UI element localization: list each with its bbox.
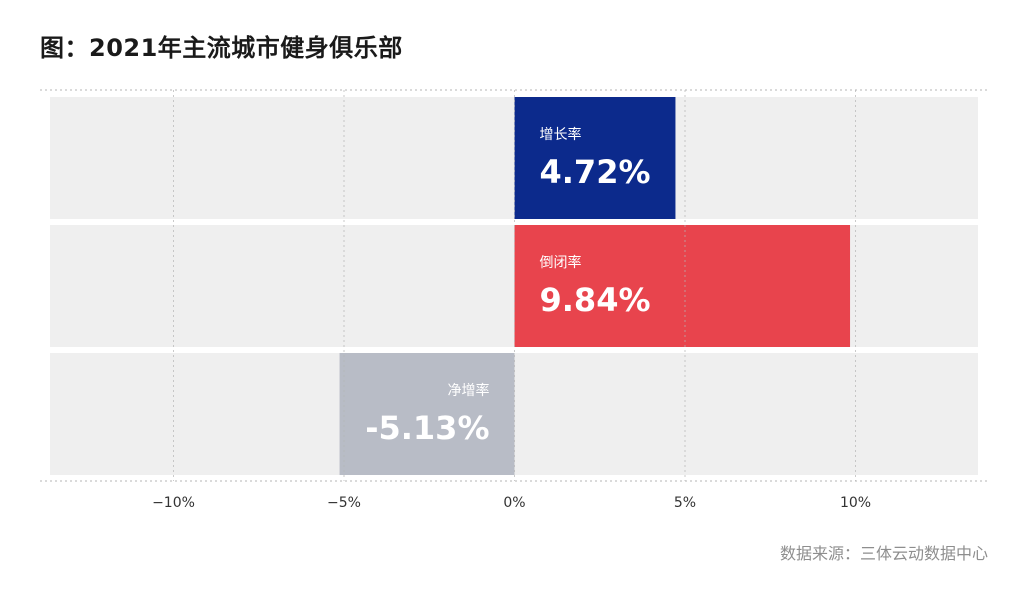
chart-title: 图：2021年主流城市健身俱乐部 — [40, 34, 403, 62]
x-tick-label: −5% — [327, 495, 361, 511]
x-tick-label: 0% — [503, 495, 525, 511]
bar-1 — [514, 97, 676, 219]
bar-category-label: 增长率 — [540, 126, 582, 143]
bar-2 — [514, 225, 851, 347]
data-source-note: 数据来源：三体云动数据中心 — [779, 544, 988, 563]
bar-category-label: 倒闭率 — [540, 254, 582, 271]
bar-category-label: 净增率 — [448, 382, 490, 399]
bar-3 — [339, 353, 515, 475]
x-tick-label: 5% — [674, 495, 696, 511]
bar-value-label: 9.84% — [540, 281, 651, 319]
x-tick-label: 10% — [840, 495, 871, 511]
row-background — [50, 97, 978, 219]
bar-value-label: -5.13% — [365, 409, 489, 447]
x-tick-label: −10% — [152, 495, 195, 511]
bar-value-label: 4.72% — [540, 153, 651, 191]
